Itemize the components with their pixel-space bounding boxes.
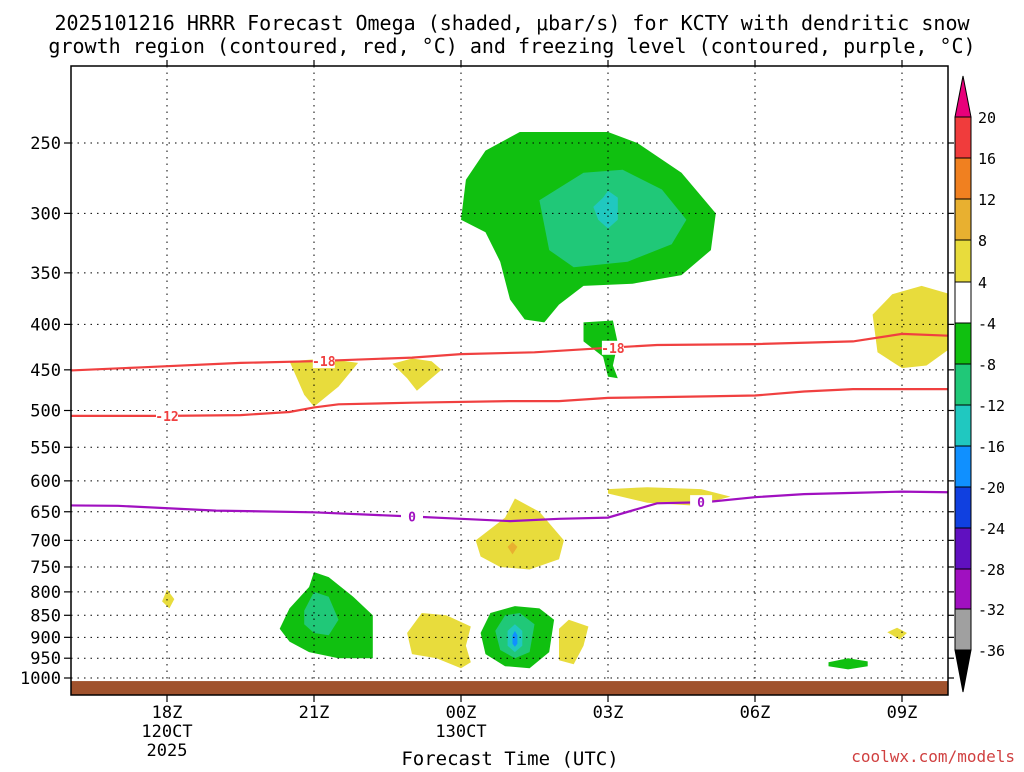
colorbar-bottom-arrow [954,649,972,693]
colorbar-segment-9 [954,486,972,529]
colorbar-segment-0 [954,116,972,159]
chart-title-line2: growth region (contoured, red, °C) and f… [48,34,975,58]
y-tick-label-550: 550 [30,438,61,458]
ground-fill [71,681,948,695]
y-tick-label-950: 950 [30,649,61,669]
label-minus12-bg-0 [156,408,178,423]
credit-link[interactable]: coolwx.com/models [851,747,1015,766]
colorbar-label-6: -8 [978,356,996,374]
ground-surface [71,681,948,695]
colorbar-segment-12 [954,608,972,651]
y-tick-label-700: 700 [30,531,61,551]
colorbar-segment-1 [954,157,972,200]
pressure-grid-lines [71,66,948,695]
x-tick-label-12-0: 06Z [740,703,771,723]
colorbar-label-0: 20 [978,109,996,127]
y-tick-label-650: 650 [30,503,61,523]
contour-minus12 [71,388,948,417]
label-zero-bg-1 [690,495,713,510]
x-tick-label-6-0: 00Z [446,703,477,723]
colorbar-segment-8 [954,445,972,488]
label-minus18-bg-1 [601,340,624,355]
y-tick-label-350: 350 [30,264,61,284]
colorbar-label-10: -24 [978,520,1005,538]
y-tick-label-450: 450 [30,361,61,381]
colorbar-label-8: -16 [978,438,1005,456]
colorbar-label-1: 16 [978,150,996,168]
colorbar-label-4: 4 [978,274,987,292]
x-axis-label: Forecast Time (UTC) [401,748,618,768]
colorbar-label-12: -32 [978,601,1005,619]
y-tick-label-300: 300 [30,204,61,224]
temperature-contours: -18 -18 -12 0 0 [71,332,948,525]
green-cell-near-03z [583,320,618,379]
y-tick-label-500: 500 [30,402,61,422]
colorbar-label-13: -36 [978,642,1005,660]
yellow-cell-2230z-900 [407,613,471,669]
yellow-cell-01z-700 [475,498,564,570]
label-zero-bg-0 [401,509,423,524]
colorbar-segment-11 [954,568,972,610]
y-tick-label-900: 900 [30,628,61,648]
x-tick-label-0-0: 18Z [152,703,183,723]
x-tick-label-9-0: 03Z [593,703,624,723]
colorbar-segment-5 [954,322,972,365]
label-minus18-1: -18 [601,342,625,357]
chart-title-line1: 2025101216 HRRR Forecast Omega (shaded, … [54,11,970,35]
yellow-dot-18z-800 [162,589,175,609]
colorbar-label-9: -20 [978,479,1005,497]
x-tick-label-0-2: 2025 [147,741,188,761]
y-tick-label-400: 400 [30,315,61,335]
green-cell-07z-960 [828,658,868,670]
label-minus18-bg-0 [312,354,335,369]
x-tick-label-15-0: 09Z [887,703,918,723]
label-minus12-0: -12 [155,410,178,425]
yellow-dot-08z-890 [887,627,907,640]
x-tick-label-3-0: 21Z [299,703,330,723]
label-zero-1: 0 [697,496,705,511]
teal-cell-21z-850 [304,591,339,636]
colorbar-label-7: -12 [978,397,1005,415]
colorbar-label-2: 12 [978,191,996,209]
colorbar-label-11: -28 [978,561,1005,579]
y-tick-label-250: 250 [30,134,61,154]
x-tick-label-6-1: 130CT [435,722,486,742]
yellow-dot-01z [507,542,518,555]
colorbar-segment-3 [954,239,972,283]
y-tick-label-600: 600 [30,472,61,492]
label-zero-0: 0 [408,510,416,525]
y-tick-label-850: 850 [30,606,61,626]
label-minus18-0: -18 [312,355,336,370]
yellow-cell-0230z-900 [559,619,589,665]
contour-freezing-level [71,490,948,523]
yellow-cell-2230z [392,358,442,391]
x-tick-label-0-1: 120CT [141,722,192,742]
plot-frame [70,65,949,696]
colorbar-segment-10 [954,527,972,570]
colorbar-segment-4 [954,281,972,324]
yellow-cell-21z [289,359,359,407]
colorbar-segment-7 [954,404,972,447]
contour-minus18 [71,332,948,372]
blue-dot-01z-900 [512,630,518,647]
upper-cyan-core [593,190,618,229]
colorbar-segment-2 [954,198,972,241]
colorbar-segment-6 [954,363,972,406]
yellow-cell-09z-400 [872,285,948,369]
y-tick-label-750: 750 [30,558,61,578]
colorbar-top-arrow [954,75,972,118]
y-tick-label-1000: 1000 [20,669,61,689]
y-tick-label-800: 800 [30,583,61,603]
omega-colorbar: 20 16 12 8 4 -4 -8 -12 -16 -20 -24 -28 -32 -36 [954,75,1005,693]
y-axis-pressure-ticks: 2503003504004505005506006507007508008509… [20,134,954,689]
colorbar-label-3: 8 [978,232,987,250]
colorbar-label-5: -4 [978,315,996,333]
